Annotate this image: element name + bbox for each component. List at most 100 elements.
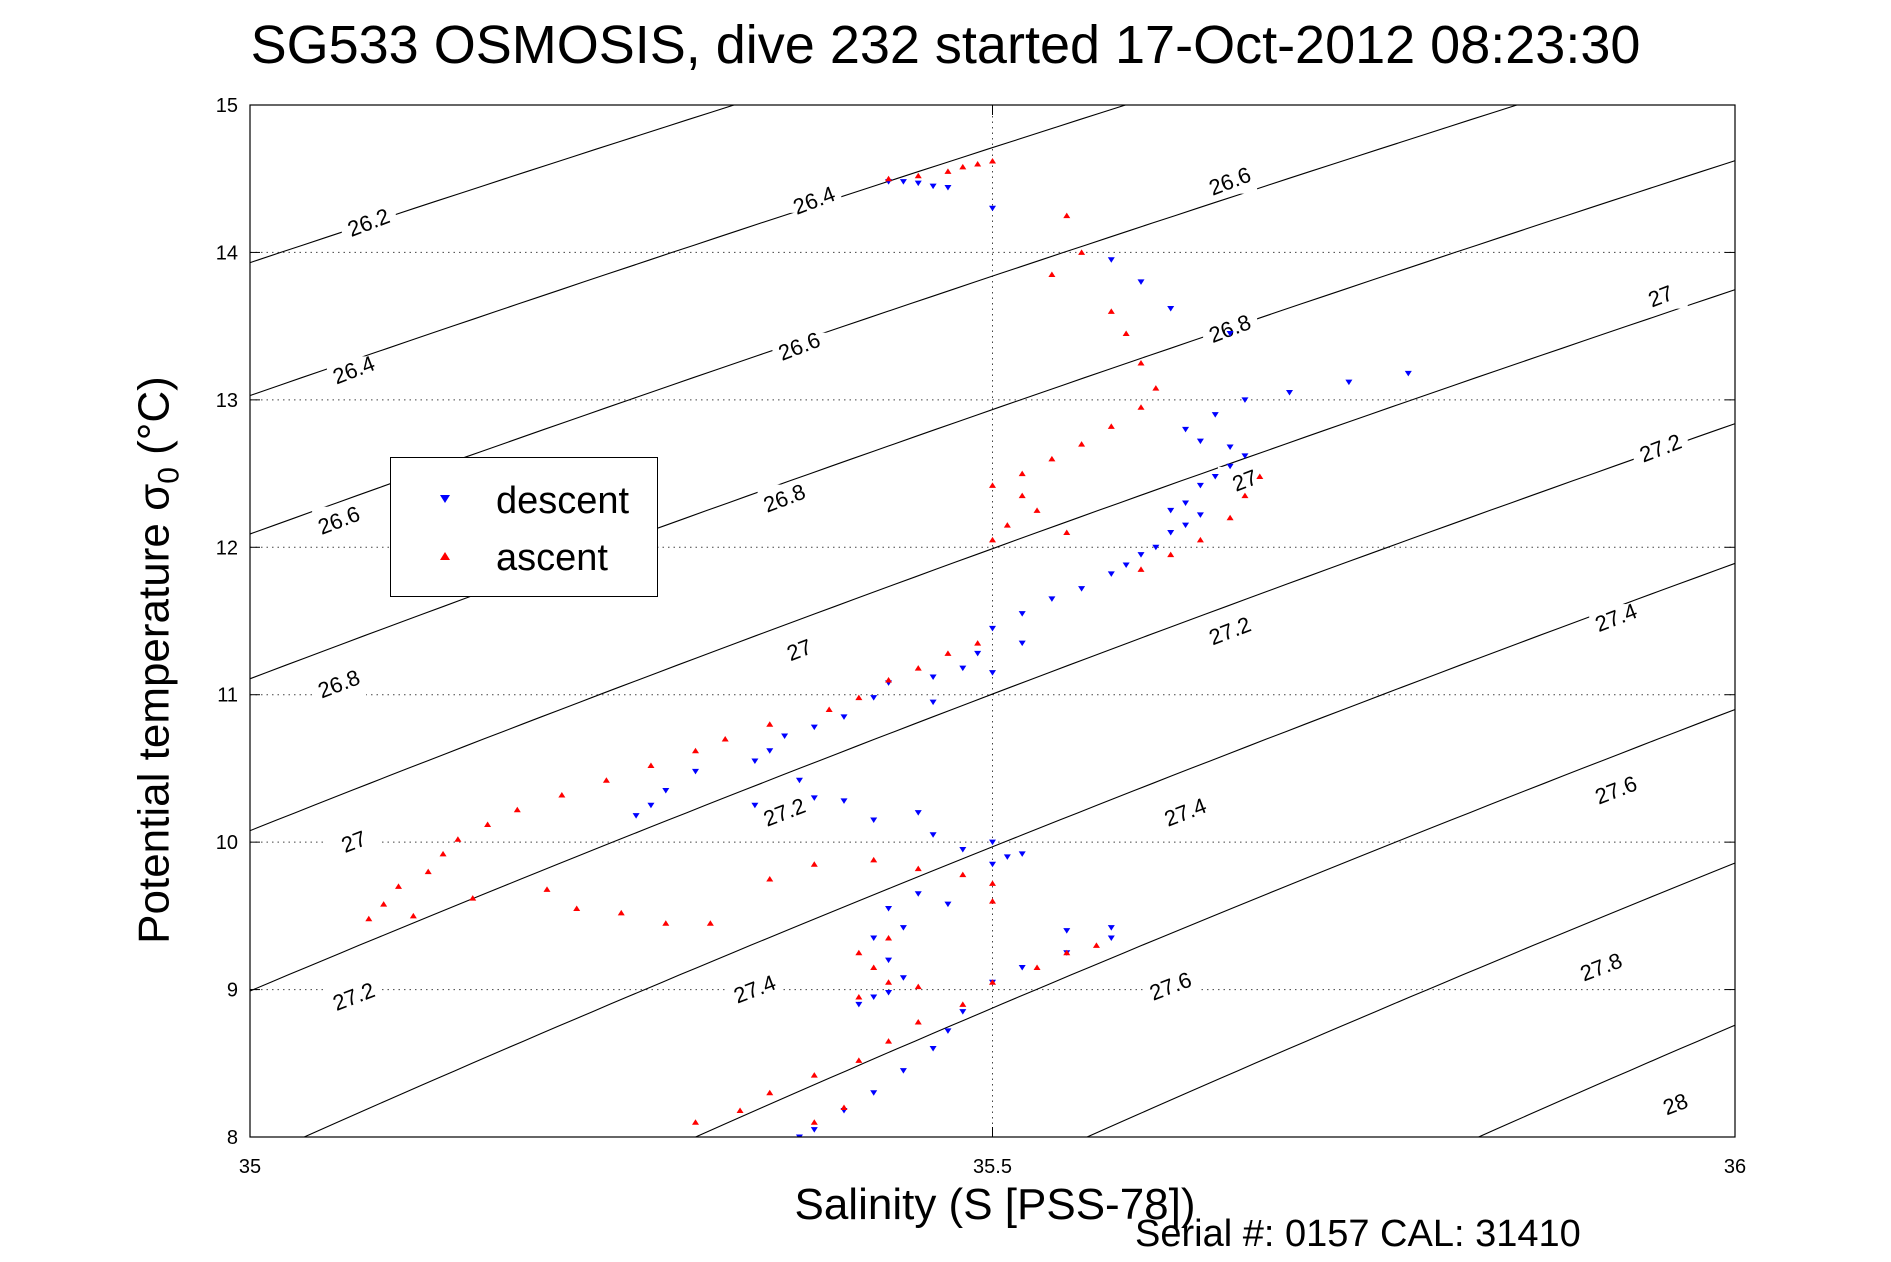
data-point-descent — [959, 1009, 967, 1015]
contour-line — [694, 708, 1735, 1137]
data-point-descent — [885, 990, 893, 996]
data-point-ascent — [914, 865, 922, 872]
contour-label-bg — [326, 982, 381, 1009]
data-point-descent — [870, 695, 878, 701]
contour-line — [250, 160, 1735, 680]
data-point-descent — [929, 699, 937, 706]
data-point-ascent — [855, 694, 863, 701]
data-point-descent — [870, 817, 878, 824]
data-point-ascent — [825, 706, 833, 712]
data-point-descent — [1241, 453, 1249, 459]
data-point-descent — [795, 1134, 803, 1137]
data-point-ascent — [380, 901, 388, 907]
data-point-descent — [989, 670, 996, 676]
data-point-ascent — [885, 676, 893, 683]
data-point-ascent — [439, 850, 447, 857]
data-point-descent — [810, 724, 818, 731]
data-point-ascent — [1078, 249, 1086, 255]
contour-label-bg — [1203, 617, 1258, 644]
data-point-descent — [840, 714, 848, 720]
contour-label-bg — [1217, 466, 1272, 493]
data-point-descent — [989, 205, 996, 212]
data-point-descent — [989, 839, 996, 846]
data-point-descent — [1226, 331, 1234, 337]
data-point-ascent — [484, 821, 492, 827]
y-tick-label: 8 — [227, 1127, 238, 1149]
data-point-ascent — [766, 1089, 774, 1096]
y-tick-label: 11 — [217, 685, 238, 707]
data-point-ascent — [914, 172, 922, 179]
data-point-descent — [1345, 379, 1353, 386]
data-point-descent — [1182, 522, 1190, 529]
chart-title: SG533 OSMOSIS, dive 232 started 17-Oct-2… — [250, 15, 1641, 75]
data-point-ascent — [1078, 441, 1086, 447]
data-point-ascent — [885, 1038, 893, 1044]
data-point-descent — [1107, 571, 1115, 577]
data-point-ascent — [395, 883, 402, 889]
data-point-descent — [885, 905, 893, 912]
data-point-descent — [1167, 305, 1175, 312]
data-point-descent — [885, 957, 893, 964]
data-point-descent — [1196, 482, 1204, 489]
data-point-ascent — [721, 735, 729, 742]
data-point-descent — [1196, 438, 1204, 445]
data-point-ascent — [870, 856, 878, 863]
serial-cal-footer: Serial #: 0157 CAL: 31410 — [1135, 1213, 1581, 1255]
data-point-ascent — [469, 895, 477, 901]
data-point-ascent — [989, 482, 996, 488]
contour-label-bg — [757, 798, 812, 825]
data-point-descent — [1182, 500, 1190, 507]
data-point-descent — [781, 733, 789, 739]
data-point-ascent — [454, 836, 462, 842]
data-point-ascent — [855, 1057, 863, 1063]
legend-marker-descent — [440, 495, 450, 503]
data-point-descent — [1167, 530, 1175, 536]
legend-label-ascent: ascent — [496, 537, 608, 579]
data-point-descent — [989, 625, 996, 632]
data-point-ascent — [989, 536, 996, 543]
data-point-descent — [647, 802, 655, 809]
contour-label-bg — [772, 636, 827, 663]
data-point-ascent — [1033, 507, 1041, 513]
data-point-descent — [1078, 586, 1086, 592]
contour-label-bg — [341, 208, 396, 235]
contour-label-bg — [1633, 434, 1688, 461]
data-point-descent — [870, 1090, 878, 1096]
data-point-ascent — [810, 1119, 818, 1125]
contour-label-bg — [312, 670, 367, 697]
contour-label-bg — [727, 975, 782, 1002]
data-point-ascent — [706, 920, 714, 926]
contour-label-bg — [1633, 282, 1688, 309]
data-point-ascent — [959, 1001, 967, 1007]
data-point-ascent — [1063, 949, 1071, 956]
data-point-descent — [751, 758, 759, 765]
data-point-ascent — [647, 762, 655, 768]
data-point-descent — [1107, 257, 1115, 263]
data-point-ascent — [1256, 473, 1264, 480]
data-point-ascent — [1092, 942, 1100, 948]
y-tick-label: 9 — [227, 980, 238, 1002]
data-point-ascent — [974, 640, 982, 646]
data-point-ascent — [1018, 470, 1026, 477]
data-point-ascent — [1063, 529, 1071, 536]
data-point-descent — [929, 832, 937, 838]
x-tick-label: 36 — [1724, 1156, 1746, 1178]
data-point-ascent — [1048, 271, 1056, 278]
data-point-ascent — [810, 1072, 818, 1078]
data-point-ascent — [692, 1119, 699, 1125]
data-point-ascent — [1003, 522, 1011, 528]
y-tick-label: 13 — [216, 390, 238, 412]
data-point-descent — [899, 925, 907, 931]
x-tick-label: 35.5 — [973, 1156, 1012, 1178]
data-point-descent — [1226, 444, 1234, 451]
contour-label-bg — [1589, 776, 1644, 803]
data-point-descent — [1241, 397, 1249, 403]
density-contours — [250, 105, 1735, 1137]
data-points — [365, 158, 1412, 1137]
contour-label-bg — [1158, 798, 1213, 825]
data-point-ascent — [855, 949, 863, 956]
data-point-ascent — [1167, 551, 1175, 558]
data-point-ascent — [573, 905, 581, 911]
data-point-descent — [751, 802, 759, 809]
